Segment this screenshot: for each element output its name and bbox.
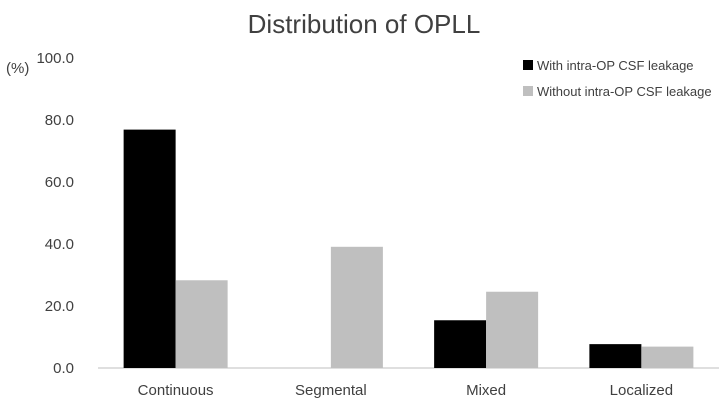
y-tick-label: 20.0 xyxy=(45,298,74,315)
bar-with-leakage-mixed xyxy=(434,320,487,368)
x-category-label: Segmental xyxy=(295,382,367,399)
y-tick-label: 0.0 xyxy=(53,360,74,377)
x-category-label: Mixed xyxy=(466,382,506,399)
legend: With intra-OP CSF leakage Without intra-O… xyxy=(523,58,712,99)
y-tick-label: 80.0 xyxy=(45,112,74,129)
y-axis-ticks: 0.0 20.0 40.0 60.0 80.0 100.0 xyxy=(36,50,74,377)
x-category-label: Localized xyxy=(610,382,673,399)
bar-without-leakage-continuous xyxy=(175,280,228,368)
legend-swatch xyxy=(523,86,533,96)
bar-without-leakage-segmental xyxy=(330,246,383,368)
bar-without-leakage-mixed xyxy=(486,291,539,368)
y-tick-label: 40.0 xyxy=(45,236,74,253)
x-category-label: Continuous xyxy=(138,382,214,399)
chart-title: Distribution of OPLL xyxy=(248,9,481,39)
y-tick-label: 60.0 xyxy=(45,174,74,191)
legend-swatch xyxy=(523,60,533,70)
bar-with-leakage-continuous xyxy=(123,129,176,368)
x-axis-categories: Continuous Segmental Mixed Localized xyxy=(138,382,673,399)
bar-without-leakage-localized xyxy=(641,346,694,368)
bar-series xyxy=(123,129,694,368)
bar-with-leakage-localized xyxy=(589,344,642,368)
y-axis-unit-label: (%) xyxy=(6,60,29,77)
legend-label: With intra-OP CSF leakage xyxy=(537,58,694,73)
y-tick-label: 100.0 xyxy=(36,50,74,67)
legend-label: Without intra-OP CSF leakage xyxy=(537,84,712,99)
